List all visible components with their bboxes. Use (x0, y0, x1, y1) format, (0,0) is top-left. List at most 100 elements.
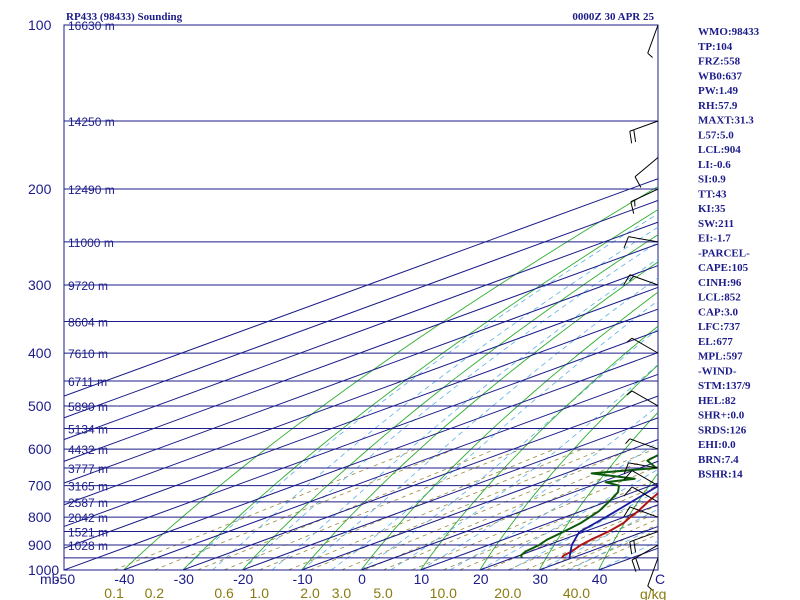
isotherm (64, 199, 658, 419)
index-item: EL:677 (698, 336, 733, 348)
wind-barb (631, 544, 659, 572)
height-label: 4432 m (68, 443, 108, 457)
pressure-tick-label: 100 (28, 17, 52, 33)
index-item: SRDS:126 (698, 424, 747, 436)
wind-barb-staff (629, 438, 659, 450)
isotherm (64, 265, 658, 484)
x-axis-unit-label: C (655, 571, 665, 587)
height-label: 1521 m (68, 526, 108, 540)
mixing-ratio-line (553, 524, 658, 570)
wind-barb-staff (628, 236, 659, 243)
height-label: 12490 m (68, 183, 115, 197)
mixing-ratio-label: 20.0 (494, 585, 521, 600)
wind-barb-flag (634, 176, 642, 188)
wind-barb-staff (629, 531, 659, 543)
dry-adiabat (538, 411, 658, 570)
wind-barb-staff (631, 486, 659, 503)
sounding-profiles (520, 454, 658, 559)
pressure-tick-label: 800 (28, 509, 52, 525)
wind-barb-flag (623, 462, 629, 475)
wind-barb (626, 337, 659, 354)
temperature-tick-label: -50 (55, 571, 75, 587)
index-item: -PARCEL- (698, 247, 750, 259)
wind-barbs (623, 24, 659, 591)
chart-datetime: 0000Z 30 APR 25 (572, 11, 654, 23)
mixing-ratio-label: 0.1 (104, 585, 124, 600)
wind-barb-flag (629, 131, 633, 144)
mixing-ratio-line (486, 496, 658, 570)
temperature-tick-label: 20 (473, 571, 489, 587)
moist-adiabat (301, 277, 658, 570)
height-label: 3777 m (68, 462, 108, 476)
pressure-tick-label: 500 (28, 398, 52, 414)
height-label: 16630 m (68, 19, 115, 33)
height-label: 2042 m (68, 511, 108, 525)
index-item: HEL:82 (698, 395, 736, 407)
temperature-tick-label: 40 (592, 571, 608, 587)
isotherm (360, 460, 658, 570)
wind-barb-flag (629, 541, 633, 554)
wind-barb-staff (647, 557, 659, 587)
index-item: MAXT:31.3 (698, 115, 754, 127)
temperature-tick-label: 30 (532, 571, 548, 587)
pressure-tick-label: 200 (28, 181, 52, 197)
mixing-ratio-line (565, 529, 658, 570)
isotherm (182, 395, 658, 570)
wind-barb-flag (631, 559, 637, 572)
index-item: LFC:737 (698, 321, 741, 333)
index-item: SI:0.9 (698, 174, 726, 186)
wind-barb (623, 506, 659, 518)
mixing-ratio-label: 5.0 (373, 585, 393, 600)
dry-adiabat (241, 234, 658, 570)
index-item: LCL:904 (698, 144, 741, 156)
moist-adiabat (182, 213, 658, 570)
wind-barb-flag (630, 201, 635, 214)
pressure-tick-label: 600 (28, 441, 52, 457)
plot-frame (63, 24, 659, 571)
plot-area (63, 24, 659, 571)
wind-barb-staff (631, 544, 659, 561)
dry-adiabat (360, 291, 658, 570)
height-label: 14250 m (68, 115, 115, 129)
moist-adiabat (479, 468, 658, 570)
mixing-ratio-line (223, 448, 522, 570)
index-item: CAPE:105 (698, 262, 749, 274)
dry-adiabat (182, 209, 658, 570)
height-label: 1028 m (68, 539, 108, 553)
mixing-ratio-label: 3.0 (332, 585, 352, 600)
index-item: MPL:597 (698, 351, 743, 363)
wind-barb-flag (623, 470, 633, 481)
mixing-ratio-label: 0.6 (214, 585, 234, 600)
isotherm (64, 221, 658, 441)
dry-adiabat (598, 472, 658, 570)
y-axis-unit-label: mb (40, 571, 60, 587)
wind-barb-staff (628, 462, 659, 469)
isotherm (64, 243, 658, 462)
temperature-tick-label: 10 (414, 571, 430, 587)
wind-barb-staff (631, 470, 659, 487)
isotherm (64, 308, 658, 528)
isotherm (123, 373, 658, 570)
wind-barb-flag (623, 486, 633, 497)
wind-barb-flag (633, 129, 637, 142)
dry-adiabat (301, 261, 658, 570)
wind-barb-flag (623, 506, 631, 518)
height-label: 2587 m (68, 496, 108, 510)
wind-barb (647, 24, 659, 58)
mixing-ratio-line (197, 448, 496, 570)
index-item: CINH:96 (698, 277, 742, 289)
isotherm (64, 352, 658, 570)
wind-barb (623, 486, 659, 503)
wind-barb-flag (626, 337, 633, 343)
mixing-ratio-line (540, 518, 658, 570)
pressure-tick-label: 700 (28, 478, 52, 494)
wind-barb (623, 462, 659, 475)
index-item: EI:-1.7 (698, 233, 731, 245)
height-label: 3165 m (68, 480, 108, 494)
index-item: BRN:7.4 (698, 454, 739, 466)
dry-adiabat (777, 25, 800, 570)
height-label: 8604 m (68, 316, 108, 330)
pressure-tick-label: 400 (28, 345, 52, 361)
wind-barb-flag (647, 52, 653, 58)
index-item: BSHR:14 (698, 469, 743, 481)
